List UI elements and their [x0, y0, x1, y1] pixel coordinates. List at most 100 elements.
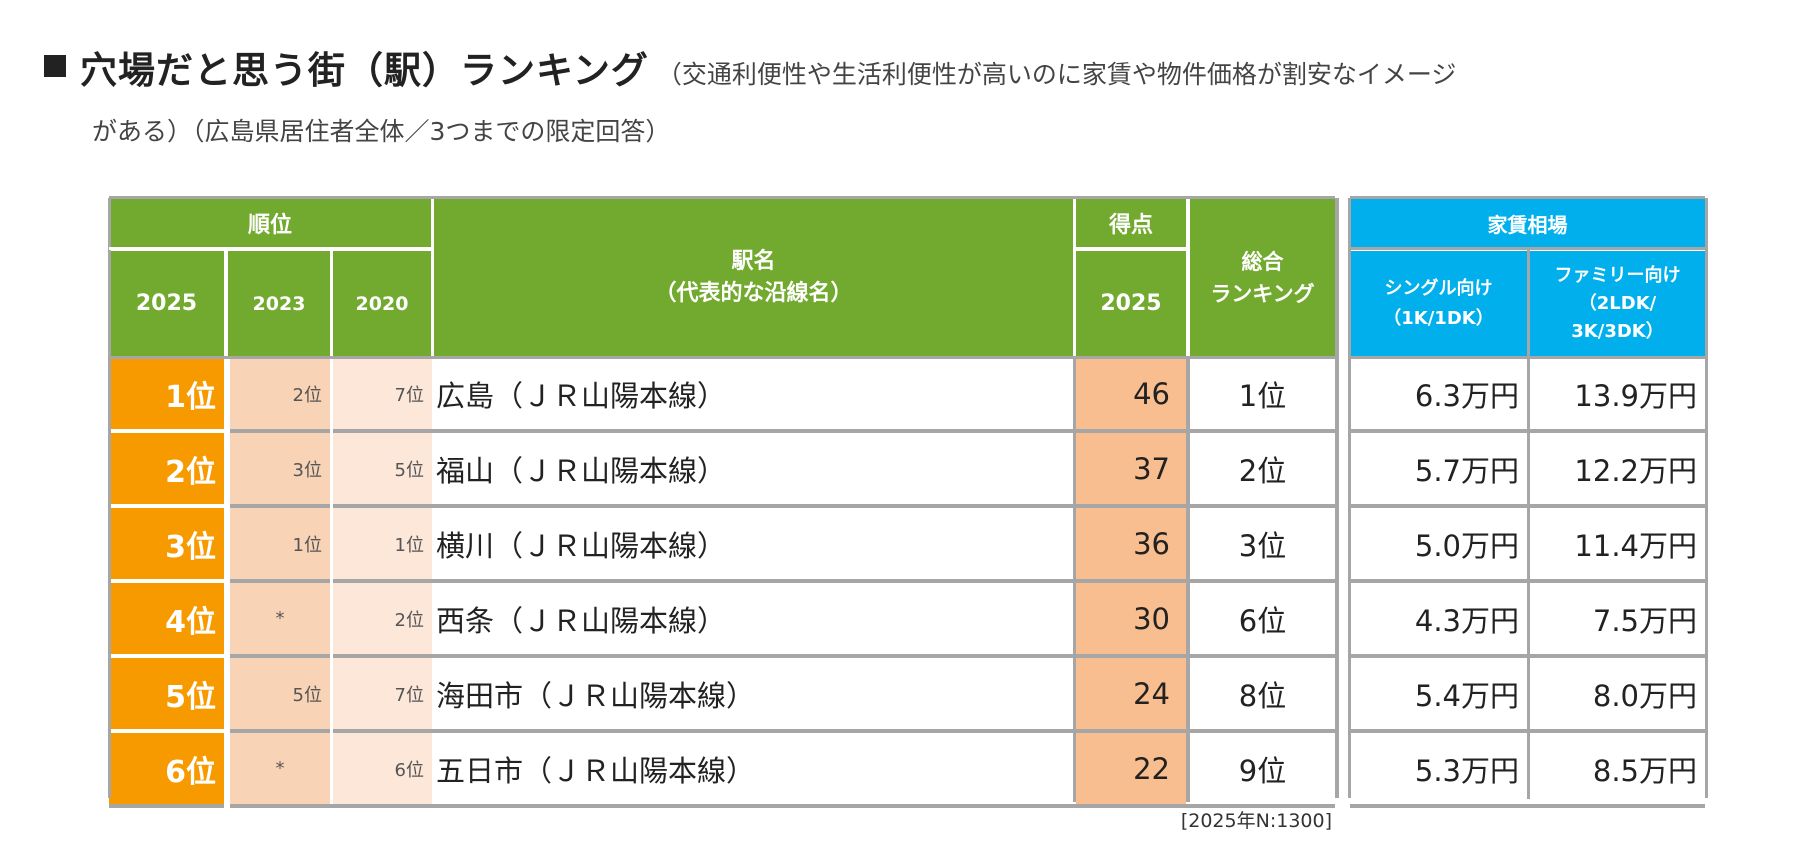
rank-2020: 7位	[333, 658, 432, 729]
overall-rank: 3位	[1190, 508, 1335, 579]
score: 22	[1076, 733, 1186, 804]
score: 37	[1076, 433, 1186, 504]
rank-2025: 4位	[109, 583, 224, 654]
square-bullet-icon	[44, 55, 66, 77]
header-text: （2LDK/	[1578, 292, 1657, 314]
rank-2023: *	[230, 733, 330, 804]
rank-2025: 5位	[109, 658, 224, 729]
header-text: シングル向け	[1384, 277, 1493, 299]
header-text: ファミリー向け	[1554, 264, 1681, 286]
rank-2025: 1位	[109, 358, 224, 429]
station-name: 広島（ＪＲ山陽本線）	[432, 358, 1073, 429]
rank-2023: 3位	[230, 433, 330, 504]
station-name: 横川（ＪＲ山陽本線）	[432, 508, 1073, 579]
title-sub-line2: がある）（広島県居住者全体／3つまでの限定回答）	[92, 117, 671, 146]
column-divider	[330, 249, 333, 799]
header-divider	[109, 247, 431, 250]
row-divider	[1350, 804, 1705, 808]
row-divider	[109, 654, 224, 658]
row-divider	[230, 579, 1335, 583]
rank-2020: 7位	[333, 358, 432, 429]
column-divider	[1186, 199, 1190, 356]
header-text: （1K/1DK）	[1383, 307, 1494, 329]
title-sub: （交通利便性や生活利便性が高いのに家賃や物件価格が割安なイメージ	[656, 60, 1457, 89]
row-divider	[109, 429, 224, 433]
header-score: 得点	[1076, 199, 1186, 247]
station-name: 五日市（ＪＲ山陽本線）	[432, 733, 1073, 804]
overall-rank: 2位	[1190, 433, 1335, 504]
rent-single: 5.0万円	[1350, 508, 1527, 579]
header-overall: 総合 ランキング	[1190, 199, 1335, 356]
row-divider	[109, 504, 224, 508]
header-rank: 順位	[109, 199, 431, 247]
column-divider	[224, 249, 228, 799]
header-text: ランキング	[1210, 281, 1315, 306]
page-title: 穴場だと思う街（駅）ランキング （交通利便性や生活利便性が高いのに家賃や物件価格が…	[44, 40, 1456, 94]
header-text: （代表的な沿線名）	[654, 280, 853, 306]
rank-2025: 6位	[109, 733, 224, 804]
rank-2025: 3位	[109, 508, 224, 579]
header-text: 3K/3DK）	[1571, 320, 1664, 342]
row-divider	[109, 579, 224, 583]
rent-single: 4.3万円	[1350, 583, 1527, 654]
overall-rank: 8位	[1190, 658, 1335, 729]
rank-2023: 1位	[230, 508, 330, 579]
header-rent: 家賃相場	[1350, 199, 1705, 247]
score: 36	[1076, 508, 1186, 579]
rent-family: 7.5万円	[1530, 583, 1705, 654]
footnote: [2025年N:1300]	[1180, 810, 1332, 832]
header-divider	[109, 196, 1335, 199]
rank-2025: 2位	[109, 433, 224, 504]
overall-rank: 9位	[1190, 733, 1335, 804]
rent-family: 8.5万円	[1530, 733, 1705, 804]
row-divider	[230, 729, 1335, 733]
header-station: 駅名 （代表的な沿線名）	[434, 199, 1073, 356]
header-divider	[1350, 356, 1705, 359]
score: 30	[1076, 583, 1186, 654]
rent-family: 12.2万円	[1530, 433, 1705, 504]
rank-2020: 2位	[333, 583, 432, 654]
row-divider	[230, 654, 1335, 658]
rent-family: 8.0万円	[1530, 658, 1705, 729]
table-frame	[1348, 198, 1707, 798]
header-text: 駅名	[731, 248, 776, 274]
column-divider	[1073, 199, 1076, 356]
station-name: 海田市（ＪＲ山陽本線）	[432, 658, 1073, 729]
score: 46	[1076, 358, 1186, 429]
header-divider	[109, 356, 1335, 359]
overall-rank: 6位	[1190, 583, 1335, 654]
table-frame	[108, 198, 1337, 798]
header-divider	[1076, 247, 1186, 250]
column-divider	[1527, 249, 1530, 799]
header-text: 総合	[1241, 249, 1284, 274]
rent-family: 11.4万円	[1530, 508, 1705, 579]
row-divider	[230, 804, 1335, 808]
rank-2023: *	[230, 583, 330, 654]
column-divider	[1073, 358, 1076, 802]
column-divider	[1705, 198, 1708, 798]
rent-family: 13.9万円	[1530, 358, 1705, 429]
header-divider	[1350, 247, 1705, 250]
header-divider	[1350, 196, 1705, 199]
station-name: 福山（ＪＲ山陽本線）	[432, 433, 1073, 504]
header-rank-2020: 2020	[333, 251, 431, 356]
rent-single: 6.3万円	[1350, 358, 1527, 429]
rank-2020: 6位	[333, 733, 432, 804]
row-divider	[230, 504, 1335, 508]
rank-2020: 1位	[333, 508, 432, 579]
column-divider	[1335, 198, 1339, 798]
rent-single: 5.7万円	[1350, 433, 1527, 504]
overall-rank: 1位	[1190, 358, 1335, 429]
score: 24	[1076, 658, 1186, 729]
station-name: 西条（ＪＲ山陽本線）	[432, 583, 1073, 654]
rank-2020: 5位	[333, 433, 432, 504]
header-rank-2025: 2025	[109, 251, 224, 356]
header-family: ファミリー向け （2LDK/3K/3DK）	[1530, 251, 1705, 356]
header-rank-2023: 2023	[228, 251, 330, 356]
header-single: シングル向け （1K/1DK）	[1350, 251, 1527, 356]
rent-single: 5.4万円	[1350, 658, 1527, 729]
row-divider	[109, 729, 224, 733]
title-main: 穴場だと思う街（駅）ランキング	[80, 49, 649, 92]
rank-2023: 5位	[230, 658, 330, 729]
rent-single: 5.3万円	[1350, 733, 1527, 804]
